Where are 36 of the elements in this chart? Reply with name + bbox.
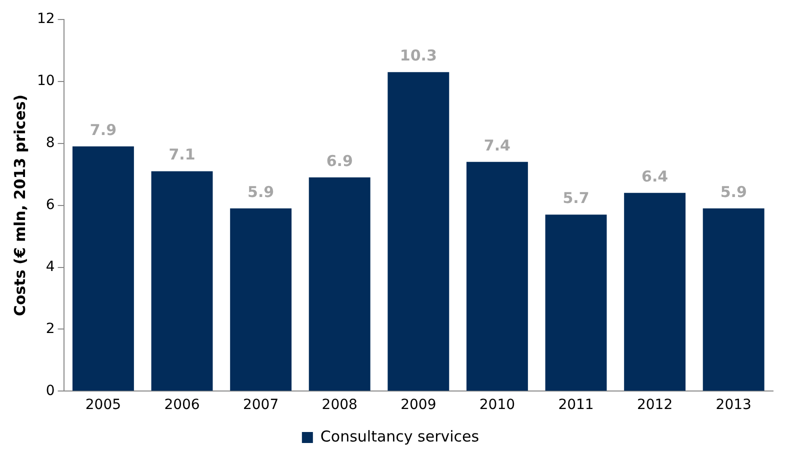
x-tick-label: 2005 xyxy=(85,397,122,414)
y-tick-label: 6 xyxy=(46,196,55,213)
bar xyxy=(72,146,134,391)
y-tick-label: 4 xyxy=(46,258,55,275)
x-tick-label: 2009 xyxy=(400,397,436,414)
y-tick-label: 10 xyxy=(36,73,55,90)
legend-label: Consultancy services xyxy=(320,427,480,446)
bar xyxy=(466,162,528,391)
y-tick-label: 12 xyxy=(36,11,55,28)
data-label: 5.7 xyxy=(562,188,590,207)
y-tick-label: 2 xyxy=(46,320,55,337)
data-label: 6.9 xyxy=(326,152,353,170)
bar xyxy=(702,208,764,391)
y-tick-label: 8 xyxy=(46,134,55,151)
data-label: 5.9 xyxy=(720,182,747,201)
x-tick-label: 2013 xyxy=(716,397,752,414)
data-label: 6.4 xyxy=(642,167,668,186)
y-axis-title: Costs (€ mln, 2013 prices) xyxy=(10,94,29,316)
x-tick-label: 2012 xyxy=(636,397,673,414)
data-label: 5.9 xyxy=(248,182,274,201)
x-tick-label: 2006 xyxy=(164,397,200,414)
bar xyxy=(308,177,370,391)
bar xyxy=(624,192,686,391)
bar xyxy=(230,208,292,391)
data-label: 7.9 xyxy=(90,120,117,139)
x-tick-label: 2008 xyxy=(322,397,358,414)
x-tick-label: 2011 xyxy=(558,397,594,414)
x-tick-label: 2007 xyxy=(242,397,279,414)
y-tick-label: 0 xyxy=(46,382,55,399)
data-label: 7.4 xyxy=(484,136,510,154)
x-tick-label: 2010 xyxy=(479,397,516,414)
data-label: 7.1 xyxy=(168,146,196,164)
bar xyxy=(151,171,213,391)
data-label: 10.3 xyxy=(400,46,437,64)
bar xyxy=(545,214,607,391)
bar xyxy=(388,72,450,391)
